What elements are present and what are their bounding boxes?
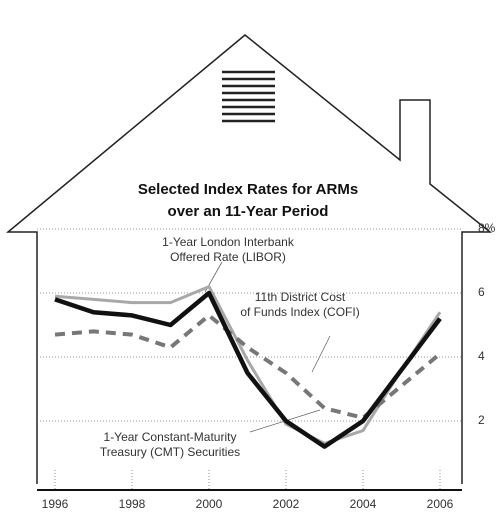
x-tick-label: 1998 (119, 497, 146, 511)
annotation: of Funds Index (COFI) (240, 305, 359, 319)
x-tick-label: 2002 (273, 497, 300, 511)
annotation: 11th District Cost (255, 290, 346, 304)
annotation: 1-Year Constant-Maturity (104, 430, 237, 444)
x-tick-label: 2000 (196, 497, 223, 511)
annotation: 1-Year London Interbank (162, 235, 295, 249)
chart-title: over an 11-Year Period (168, 203, 329, 220)
x-tick-label: 1996 (42, 497, 69, 511)
vent (222, 72, 275, 121)
annotation: Offered Rate (LIBOR) (170, 250, 286, 264)
y-tick-label: 6 (478, 285, 485, 299)
y-tick-label: 8% (478, 221, 496, 235)
annotation: Treasury (CMT) Securities (100, 445, 240, 459)
page: Selected Index Rates for ARMs over an 11… (0, 0, 496, 516)
chart: Selected Index Rates for ARMs over an 11… (0, 0, 496, 516)
x-tick-label: 2006 (427, 497, 454, 511)
y-tick-label: 2 (478, 413, 485, 427)
y-tick-label: 4 (478, 349, 485, 363)
series-line (55, 315, 440, 417)
x-tick-label: 2004 (350, 497, 377, 511)
leader-lines (205, 262, 330, 432)
chart-title: Selected Index Rates for ARMs (138, 181, 358, 198)
